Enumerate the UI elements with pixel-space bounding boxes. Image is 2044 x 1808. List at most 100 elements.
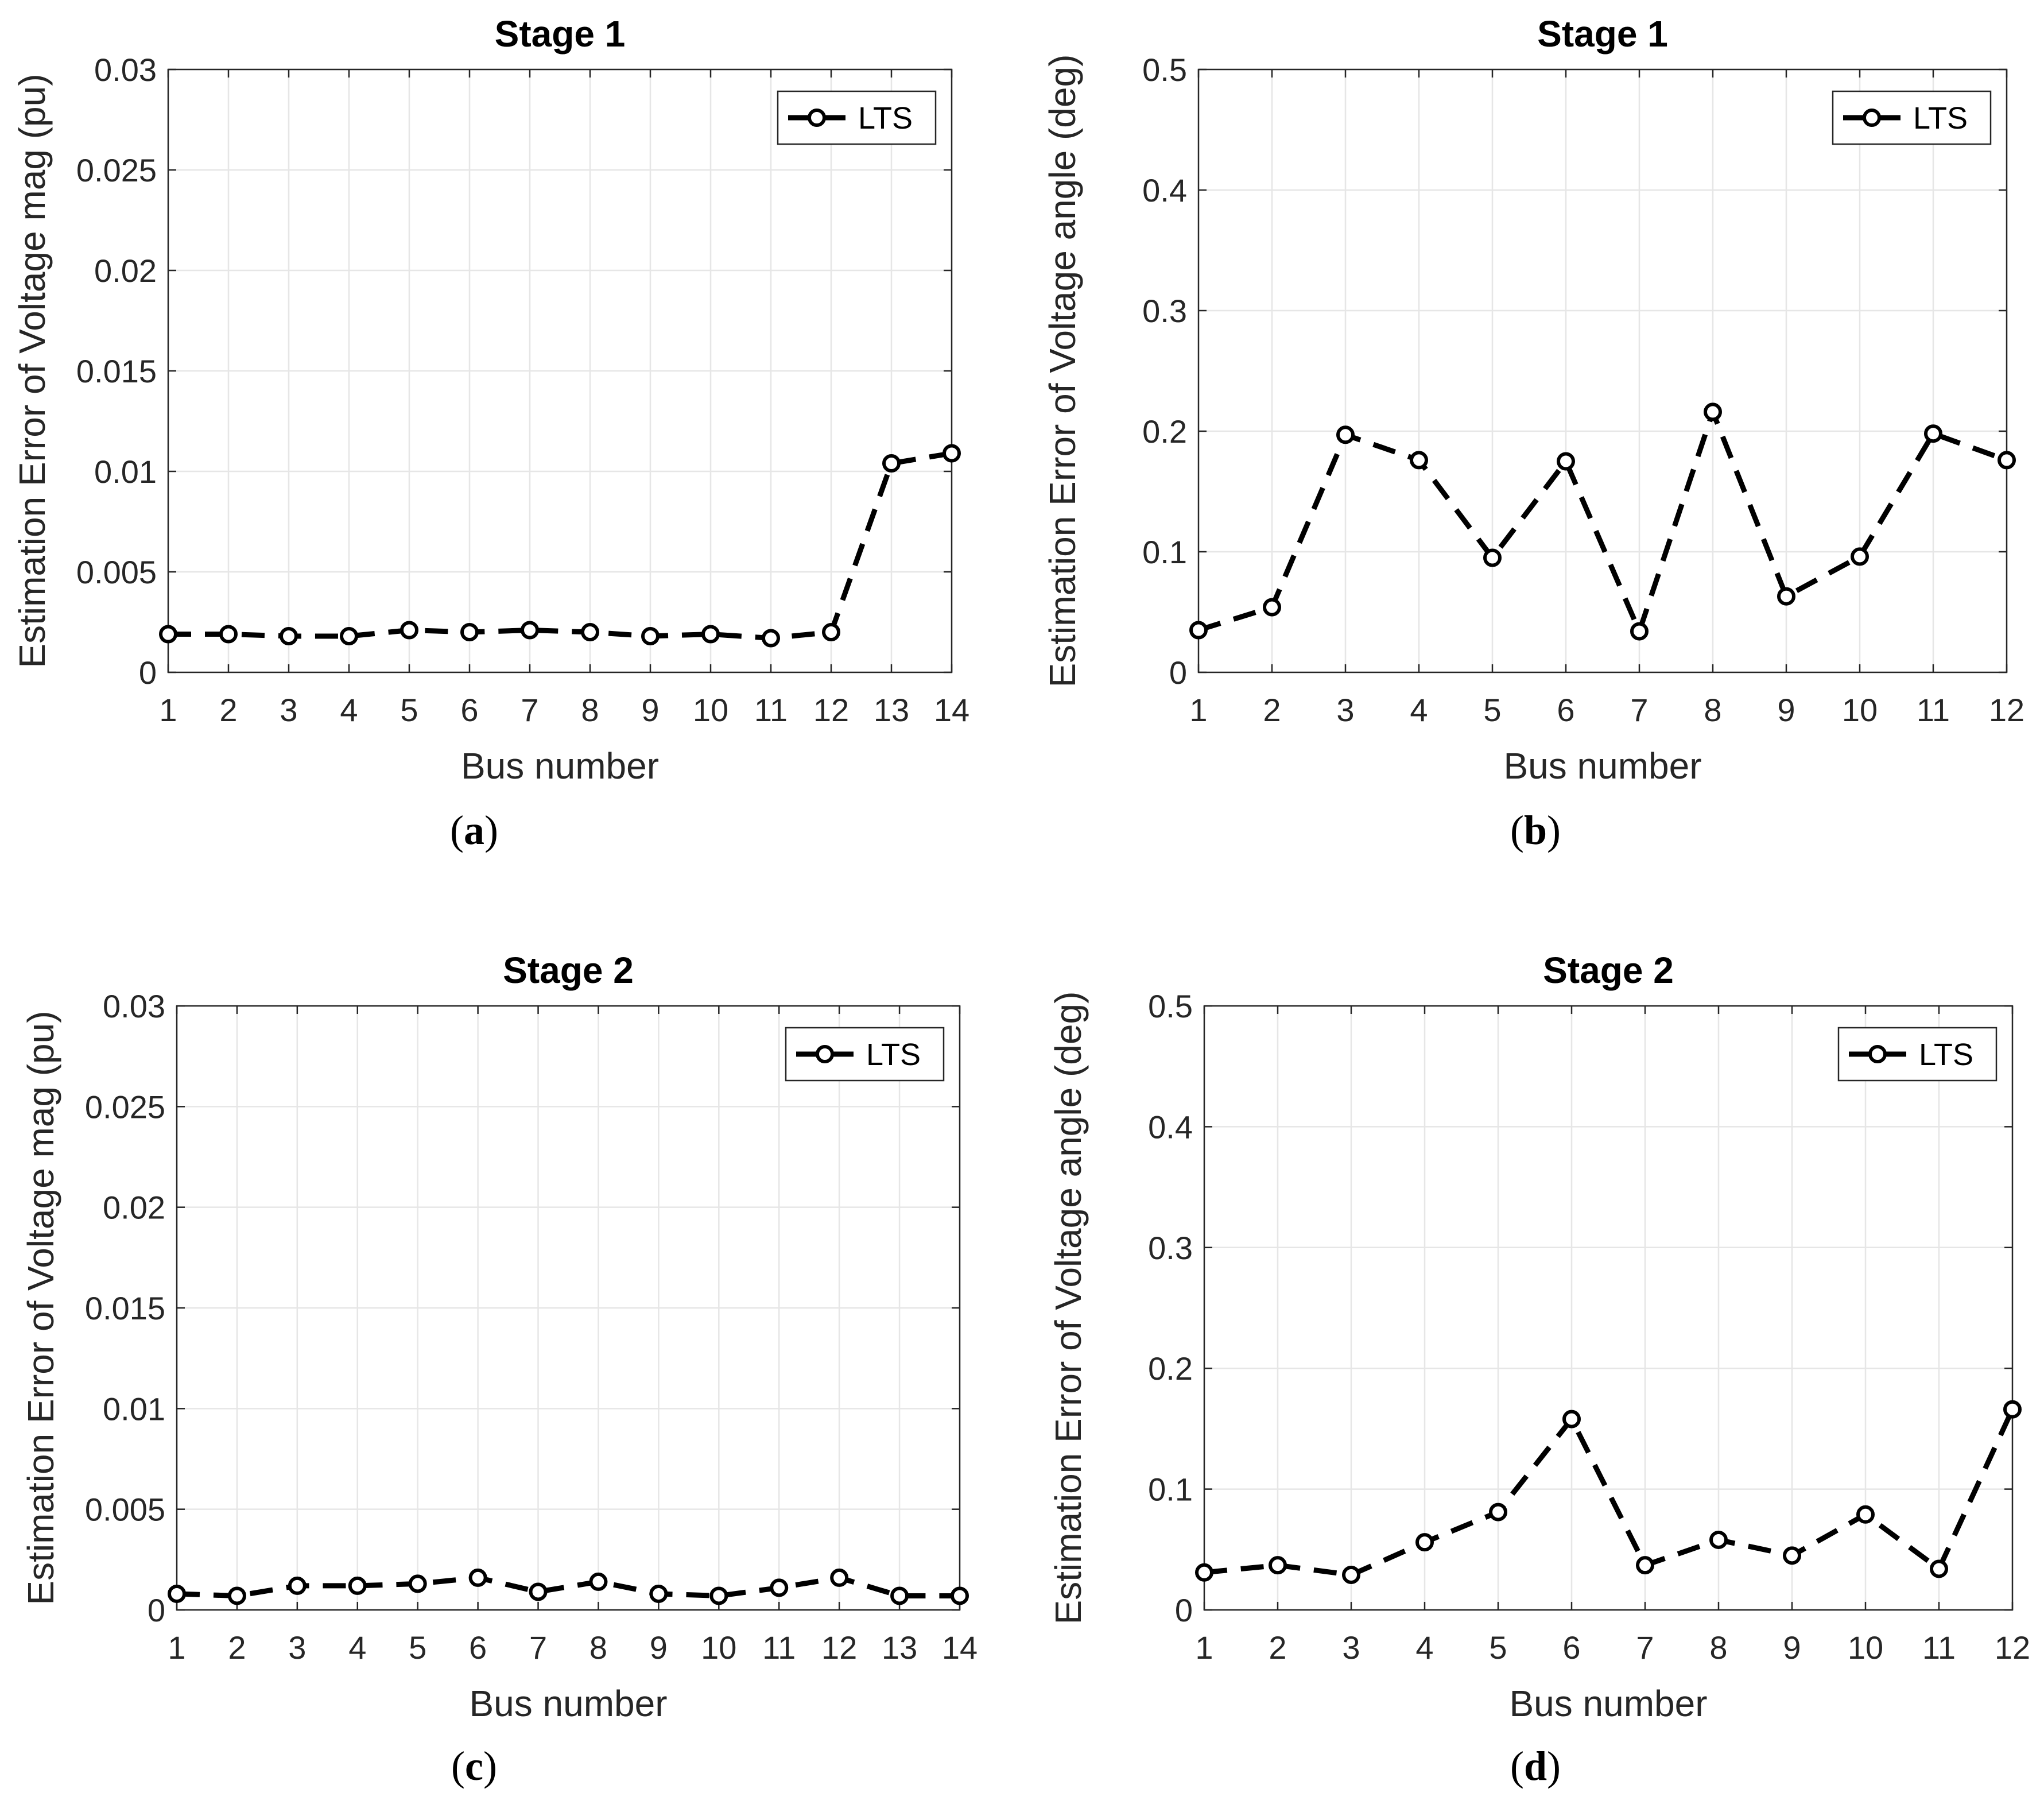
x-tick-label: 13: [874, 692, 909, 728]
y-tick-label: 0: [139, 655, 157, 691]
y-tick-label: 0.015: [85, 1290, 165, 1326]
x-tick-label: 2: [228, 1629, 246, 1666]
data-point: [402, 623, 417, 638]
plot-area: [1199, 69, 2007, 672]
panel-caption: (a): [450, 807, 498, 853]
x-tick-label: 7: [529, 1629, 547, 1666]
y-tick-label: 0.005: [76, 554, 157, 590]
legend-marker: [1864, 110, 1879, 125]
data-point: [1779, 589, 1794, 604]
x-tick-label: 3: [1336, 692, 1354, 728]
x-tick-label: 1: [1195, 1629, 1213, 1666]
x-tick-label: 11: [754, 692, 788, 728]
x-tick-label: 6: [1562, 1629, 1580, 1666]
x-tick-label: 10: [1842, 692, 1878, 728]
y-tick-label: 0.3: [1148, 1230, 1193, 1266]
y-tick-label: 0.02: [94, 253, 157, 289]
y-tick-label: 0.025: [76, 152, 157, 188]
y-tick-label: 0.5: [1142, 52, 1187, 88]
data-point: [591, 1574, 606, 1589]
x-tick-label: 9: [650, 1629, 668, 1666]
x-tick-label: 9: [1777, 692, 1795, 728]
x-tick-label: 5: [1489, 1629, 1507, 1666]
legend-label: LTS: [858, 101, 913, 135]
plot-area: [1204, 1006, 2012, 1610]
x-axis-label: Bus number: [1509, 1683, 1707, 1724]
y-tick-label: 0.02: [103, 1190, 165, 1226]
data-point: [703, 627, 718, 642]
x-tick-label: 7: [1636, 1629, 1654, 1666]
panel-caption: (c): [451, 1743, 497, 1789]
data-point: [471, 1570, 486, 1585]
data-point: [824, 625, 839, 640]
data-point: [1338, 427, 1353, 442]
y-tick-label: 0.015: [76, 353, 157, 389]
y-tick-label: 0.5: [1148, 988, 1193, 1024]
y-tick-label: 0.2: [1142, 413, 1187, 450]
data-point: [1705, 404, 1720, 419]
x-tick-label: 9: [641, 692, 659, 728]
data-point: [1632, 624, 1647, 639]
data-point: [290, 1578, 305, 1593]
data-point: [1485, 551, 1500, 566]
y-tick-label: 0.3: [1142, 293, 1187, 329]
caption-open-paren: (: [450, 807, 464, 853]
legend-label: LTS: [866, 1037, 921, 1072]
caption-letter: b: [1524, 807, 1547, 853]
y-axis-label: Estimation Error of Voltage angle (deg): [1048, 992, 1089, 1625]
x-axis-label: Bus number: [469, 1683, 667, 1724]
data-point: [1858, 1507, 1873, 1522]
x-tick-label: 4: [1415, 1629, 1433, 1666]
chart-title: Stage 2: [1543, 950, 1674, 991]
x-tick-label: 3: [1342, 1629, 1360, 1666]
data-point: [1785, 1548, 1799, 1563]
caption-close-paren: ): [483, 1743, 497, 1789]
caption-letter: c: [465, 1743, 483, 1789]
data-point: [1197, 1565, 1212, 1580]
x-tick-label: 2: [1269, 1629, 1286, 1666]
data-point: [462, 625, 477, 640]
data-point: [1931, 1561, 1946, 1576]
legend-label: LTS: [1919, 1037, 1973, 1072]
data-point: [1926, 426, 1941, 441]
data-point: [1270, 1558, 1285, 1573]
y-tick-label: 0.005: [85, 1492, 165, 1528]
caption-open-paren: (: [1510, 1743, 1524, 1789]
data-point: [884, 456, 899, 471]
x-tick-label: 10: [701, 1629, 736, 1666]
y-tick-label: 0: [148, 1592, 165, 1628]
chart-a: 1 2 3 4 5 6 7 8 9 10 11 12 13 1400.0050.010.0150.020.…: [11, 13, 969, 853]
data-point: [1711, 1532, 1726, 1547]
x-tick-label: 3: [288, 1629, 306, 1666]
legend: LTS: [786, 1028, 944, 1081]
x-tick-label: 14: [942, 1629, 978, 1666]
x-tick-label: 4: [340, 692, 358, 728]
panel-caption: (b): [1510, 807, 1561, 853]
legend: LTS: [1833, 91, 1991, 144]
data-point: [1999, 452, 2014, 467]
chart-title: Stage 1: [1537, 13, 1668, 55]
x-tick-label: 10: [1848, 1629, 1883, 1666]
figure: 1 2 3 4 5 6 7 8 9 10 11 12 13 1400.0050.010.0150.020.…: [0, 0, 2044, 1808]
y-tick-label: 0.01: [103, 1391, 165, 1427]
legend-marker: [817, 1047, 832, 1062]
x-tick-label: 6: [1557, 692, 1574, 728]
y-axis-label: Estimation Error of Voltage angle (deg): [1042, 55, 1083, 688]
x-tick-label: 12: [1995, 1629, 2030, 1666]
legend-marker: [809, 110, 824, 125]
y-axis-label: Estimation Error of Voltage mag (pu): [11, 73, 53, 668]
x-tick-label: 8: [1704, 692, 1721, 728]
y-tick-label: 0.01: [94, 454, 157, 490]
data-point: [350, 1578, 365, 1593]
x-tick-label: 2: [219, 692, 237, 728]
caption-open-paren: (: [1510, 807, 1524, 853]
chart-c: 1 2 3 4 5 6 7 8 9 10 11 12 13 1400.0050.010.0150.020.…: [20, 950, 978, 1789]
x-tick-label: 12: [813, 692, 849, 728]
x-tick-label: 10: [693, 692, 728, 728]
y-tick-label: 0.4: [1142, 172, 1187, 208]
data-point: [892, 1588, 907, 1603]
x-tick-label: 11: [762, 1629, 796, 1666]
data-point: [651, 1586, 666, 1601]
data-point: [1558, 454, 1573, 469]
data-point: [281, 629, 296, 644]
